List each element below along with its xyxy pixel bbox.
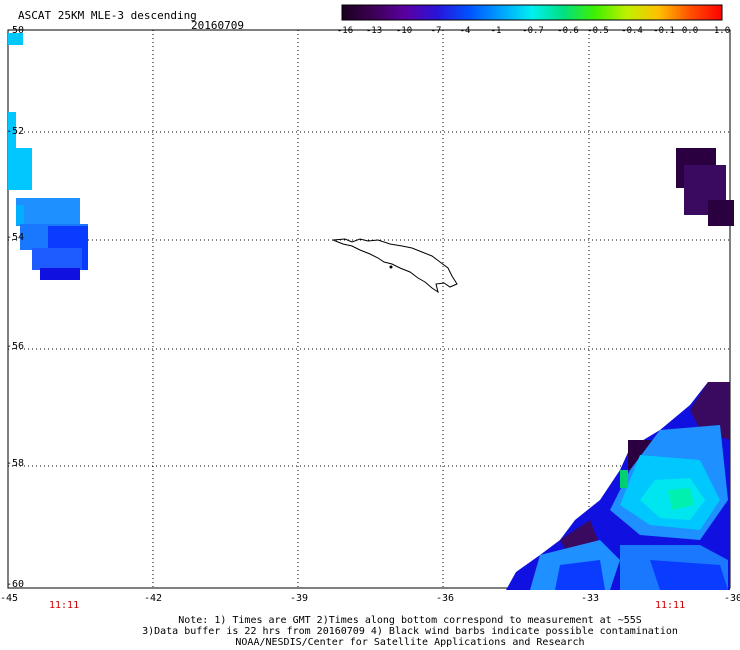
lat-label: -54 [6, 232, 25, 243]
data-cell [8, 33, 23, 45]
data-cell [8, 112, 16, 150]
colorbar-tick-label: -13 [365, 26, 383, 36]
wind-data-swaths [8, 33, 734, 590]
data-cell [620, 470, 628, 488]
note-line: NOAA/NESDIS/Center for Satellite Applica… [235, 637, 585, 648]
data-cell [668, 488, 694, 510]
colorbar-tick-label: 1.0 [713, 26, 731, 36]
data-cell [555, 560, 605, 590]
island-outline [332, 238, 458, 294]
lat-label: -50 [6, 25, 25, 36]
colorbar-tick-label: 0.0 [681, 26, 699, 36]
lon-label: -33 [581, 593, 600, 604]
colorbar-tick-label: -10 [395, 26, 413, 36]
south-georgia-coastline [332, 238, 458, 294]
lat-label: -52 [6, 126, 25, 137]
colorbar-tick-label: -16 [336, 26, 354, 36]
colorbar-tick-label: -1 [490, 26, 502, 36]
colorbar-tick-label: -0.5 [587, 26, 609, 36]
plot-frame [7, 29, 731, 589]
lon-label: -36 [436, 593, 455, 604]
lon-label: -45 [0, 593, 19, 604]
map-grid [8, 30, 730, 588]
data-cell [650, 560, 728, 590]
lat-label: -58 [6, 458, 25, 469]
time-label: 11:11 [655, 600, 686, 611]
data-cell [8, 148, 32, 190]
colorbar-tick-label: -7 [430, 26, 442, 36]
data-cell [708, 200, 734, 226]
note-line: Note: 1) Times are GMT 2)Times along bot… [178, 615, 642, 626]
lon-label: -30 [724, 593, 740, 604]
data-cell [32, 248, 82, 270]
time-label: 11:11 [49, 600, 80, 611]
lat-label: -60 [6, 579, 25, 590]
chart-date: 20160709 [191, 19, 244, 32]
colorbar-tick-label: -4 [459, 26, 471, 36]
islet [389, 265, 393, 269]
data-cell [16, 198, 80, 226]
lat-label: -56 [6, 341, 25, 352]
colorbar-gradient [341, 4, 723, 21]
note-line: 3)Data buffer is 22 hrs from 20160709 4)… [142, 626, 678, 637]
colorbar [341, 4, 723, 21]
data-cell [40, 268, 80, 280]
colorbar-tick-label: -0.1 [653, 26, 675, 36]
lon-label: -42 [144, 593, 163, 604]
colorbar-tick-label: -0.7 [522, 26, 544, 36]
chart-title: ASCAT 25KM MLE-3 descending [18, 9, 197, 22]
colorbar-tick-label: -0.4 [621, 26, 643, 36]
colorbar-tick-label: -0.6 [557, 26, 579, 36]
data-cell [16, 205, 24, 225]
lon-label: -39 [290, 593, 309, 604]
footnotes: Note: 1) Times are GMT 2)Times along bot… [100, 615, 720, 648]
